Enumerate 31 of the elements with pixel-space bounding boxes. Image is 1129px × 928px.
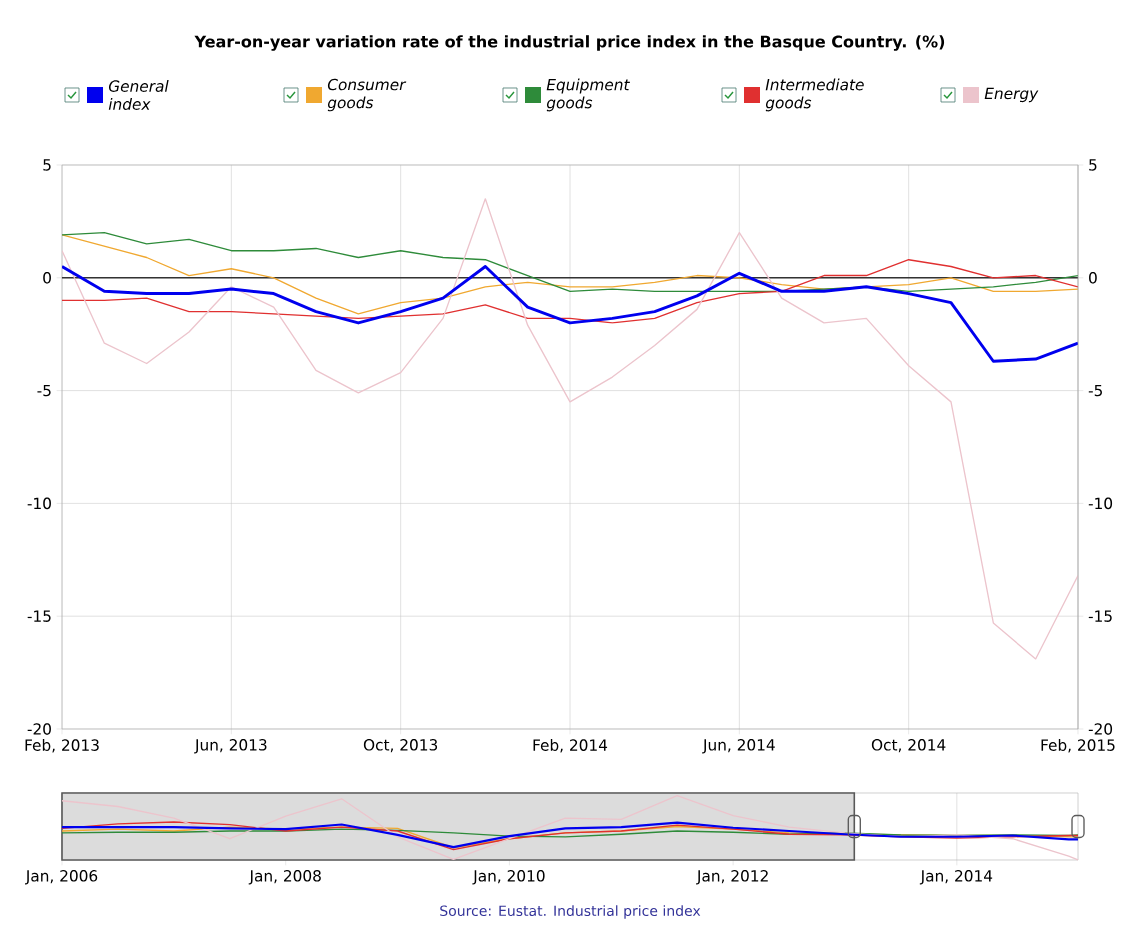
source-note: Source: Eustat. Industrial price index [440, 905, 701, 919]
y2-tick-label: 5 [1089, 159, 1097, 171]
y-tick-label: -10 [27, 497, 51, 510]
y-tick-label: 5 [43, 159, 51, 171]
x-tick-label: Oct, 2014 [871, 739, 946, 753]
y-tick-label: -20 [27, 723, 51, 735]
y-tick-label: -15 [27, 610, 51, 622]
x-tick-label: Feb, 2014 [533, 739, 608, 753]
legend-label: Consumer goods [327, 78, 407, 112]
y-tick-label: 0 [43, 272, 51, 284]
x-tick-label: Jun, 2014 [702, 739, 775, 754]
x-tick-label: Jun, 2013 [194, 739, 267, 754]
x-tick-label: Jan, 2014 [919, 870, 993, 885]
legend-label: Energy [984, 87, 1039, 103]
y2-tick-label: -15 [1088, 610, 1112, 622]
x-tick-label: Oct, 2013 [363, 739, 438, 753]
legend-label: Intermediate goods [765, 78, 864, 112]
chart-title: Year-on-year variation rate of the industrial price index in the Basque Country. (%) [194, 35, 945, 51]
x-tick-label: Feb, 2013 [25, 739, 99, 753]
x-tick-label: Jan, 2012 [696, 870, 768, 885]
y2-tick-label: -20 [1088, 723, 1113, 735]
y2-tick-label: -10 [1088, 497, 1113, 510]
x-tick-label: Feb, 2015 [1041, 739, 1115, 753]
y2-tick-label: -5 [1088, 384, 1102, 397]
y-tick-label: -5 [37, 384, 51, 397]
x-tick-label: Jan, 2008 [248, 870, 321, 885]
y2-tick-label: 0 [1089, 272, 1097, 284]
legend-label: Equipment goods [546, 78, 630, 112]
x-tick-label: Jan, 2010 [472, 870, 545, 885]
x-tick-label: Jan, 2006 [25, 870, 98, 885]
legend-label: General index [108, 80, 169, 110]
